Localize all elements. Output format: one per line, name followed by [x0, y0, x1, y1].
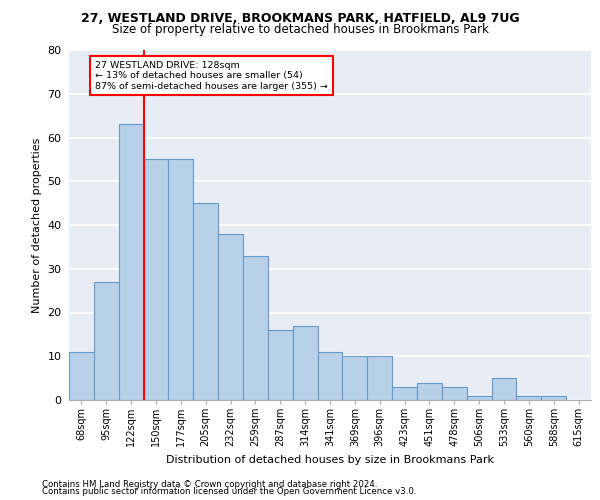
Bar: [392, 387, 417, 400]
Bar: [517, 396, 541, 400]
Bar: [268, 330, 293, 400]
Y-axis label: Number of detached properties: Number of detached properties: [32, 138, 41, 312]
Text: 27, WESTLAND DRIVE, BROOKMANS PARK, HATFIELD, AL9 7UG: 27, WESTLAND DRIVE, BROOKMANS PARK, HATF…: [80, 12, 520, 26]
Bar: [69, 352, 94, 400]
Bar: [317, 352, 343, 400]
Bar: [343, 356, 367, 400]
Bar: [119, 124, 143, 400]
Bar: [94, 282, 119, 400]
Bar: [218, 234, 243, 400]
Text: Contains HM Land Registry data © Crown copyright and database right 2024.: Contains HM Land Registry data © Crown c…: [42, 480, 377, 489]
Bar: [491, 378, 517, 400]
Bar: [143, 160, 169, 400]
Bar: [193, 203, 218, 400]
Bar: [541, 396, 566, 400]
Text: Contains public sector information licensed under the Open Government Licence v3: Contains public sector information licen…: [42, 487, 416, 496]
Text: Size of property relative to detached houses in Brookmans Park: Size of property relative to detached ho…: [112, 22, 488, 36]
X-axis label: Distribution of detached houses by size in Brookmans Park: Distribution of detached houses by size …: [166, 454, 494, 464]
Bar: [467, 396, 491, 400]
Bar: [169, 160, 193, 400]
Text: 27 WESTLAND DRIVE: 128sqm
← 13% of detached houses are smaller (54)
87% of semi-: 27 WESTLAND DRIVE: 128sqm ← 13% of detac…: [95, 61, 328, 90]
Bar: [243, 256, 268, 400]
Bar: [367, 356, 392, 400]
Bar: [417, 382, 442, 400]
Bar: [442, 387, 467, 400]
Bar: [293, 326, 317, 400]
